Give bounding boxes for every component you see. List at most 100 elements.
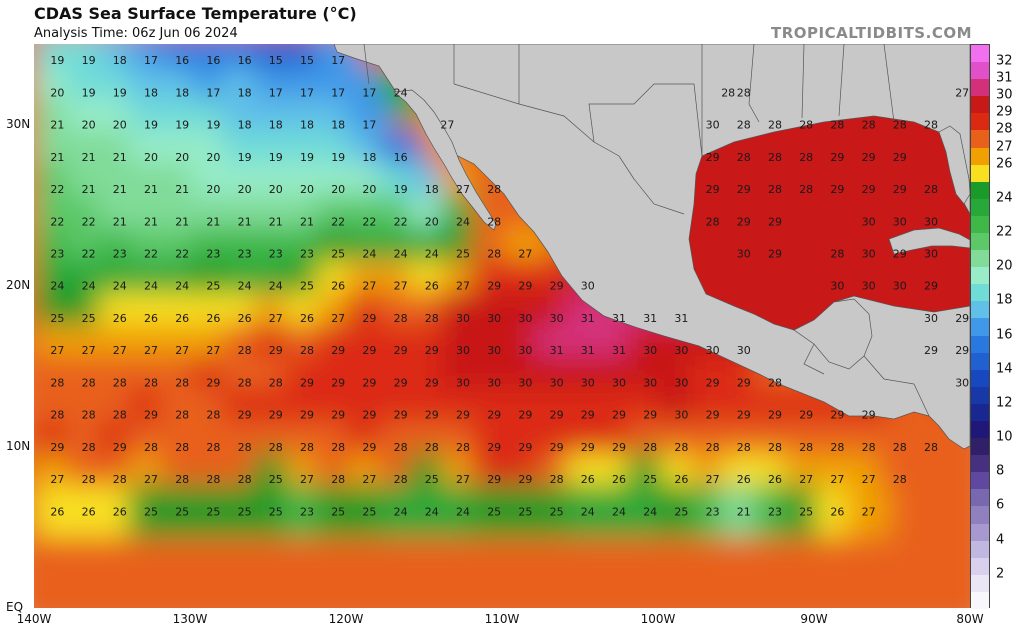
sst-value-label: 24 — [581, 505, 595, 518]
sst-value-label: 29 — [425, 409, 439, 422]
sst-value-label: 25 — [550, 505, 564, 518]
sst-value-label: 30 — [487, 376, 501, 389]
longitude-label: 130W — [172, 612, 208, 626]
colorbar-label: 8 — [996, 463, 1005, 479]
sst-value-label: 18 — [425, 183, 439, 196]
sst-value-label: 18 — [238, 86, 252, 99]
sst-value-label: 27 — [144, 344, 158, 357]
sst-value-label: 21 — [175, 215, 189, 228]
gulf-of-mexico — [688, 115, 970, 340]
sst-value-label: 29 — [706, 151, 720, 164]
sst-value-label: 30 — [456, 312, 470, 325]
sst-value-label: 29 — [518, 280, 532, 293]
sst-value-label: 29 — [238, 409, 252, 422]
sst-value-label: 19 — [50, 54, 64, 67]
sst-value-label: 24 — [269, 280, 283, 293]
sst-value-label: 26 — [82, 505, 96, 518]
sst-value-label: 29 — [456, 409, 470, 422]
sst-value-label: 29 — [487, 473, 501, 486]
sst-value-label: 26 — [768, 473, 782, 486]
sst-value-label: 19 — [238, 151, 252, 164]
longitude-label: 90W — [800, 612, 828, 626]
sst-value-label: 28 — [206, 441, 220, 454]
sst-value-label: 19 — [175, 119, 189, 132]
sst-value-label: 26 — [175, 312, 189, 325]
sst-value-label: 29 — [830, 183, 844, 196]
colorbar-segment — [971, 403, 989, 422]
sst-value-label: 29 — [300, 409, 314, 422]
sst-value-label: 29 — [955, 344, 969, 357]
sst-value-label: 20 — [300, 183, 314, 196]
sst-value-label: 25 — [300, 280, 314, 293]
sst-value-label: 21 — [206, 215, 220, 228]
sst-value-label: 31 — [674, 312, 688, 325]
sst-value-label: 29 — [737, 409, 751, 422]
sst-value-label: 29 — [737, 376, 751, 389]
sst-value-label: 28 — [50, 409, 64, 422]
sst-value-label: 26 — [612, 473, 626, 486]
sst-value-label: 21 — [50, 151, 64, 164]
sst-cell — [846, 485, 891, 538]
sst-value-label: 29 — [331, 376, 345, 389]
colorbar-label: 4 — [996, 532, 1005, 548]
colorbar-label: 24 — [996, 190, 1013, 206]
sst-value-label: 28 — [50, 376, 64, 389]
sst-value-label: 24 — [394, 505, 408, 518]
sst-value-label: 27 — [206, 344, 220, 357]
sst-value-label: 25 — [425, 473, 439, 486]
sst-value-label: 28 — [144, 441, 158, 454]
sst-value-label: 23 — [50, 247, 64, 260]
sst-value-label: 28 — [706, 215, 720, 228]
sst-value-label: 26 — [830, 505, 844, 518]
sst-value-label: 28 — [394, 473, 408, 486]
sst-value-label: 29 — [550, 441, 564, 454]
sst-value-label: 28 — [394, 441, 408, 454]
sst-value-label: 25 — [206, 505, 220, 518]
sst-value-label: 28 — [425, 441, 439, 454]
sst-value-label: 29 — [799, 409, 813, 422]
sst-value-label: 22 — [50, 215, 64, 228]
sst-value-label: 17 — [144, 54, 158, 67]
colorbar-label: 27 — [996, 139, 1013, 155]
sst-value-label: 27 — [799, 473, 813, 486]
sst-value-label: 28 — [206, 473, 220, 486]
sst-value-label: 25 — [331, 247, 345, 260]
sst-value-label: 25 — [674, 505, 688, 518]
colorbar-segment — [971, 164, 989, 183]
sst-value-label: 28 — [737, 441, 751, 454]
sst-value-label: 28 — [175, 441, 189, 454]
sst-value-label: 19 — [144, 119, 158, 132]
sst-value-label: 19 — [206, 119, 220, 132]
sst-value-label: 19 — [269, 151, 283, 164]
sst-value-label: 25 — [362, 505, 376, 518]
sst-value-label: 29 — [737, 215, 751, 228]
sst-value-label: 30 — [893, 280, 907, 293]
sst-value-label: 16 — [394, 151, 408, 164]
sst-value-label: 24 — [50, 280, 64, 293]
sst-value-label: 28 — [82, 376, 96, 389]
colorbar-segment — [971, 233, 989, 251]
colorbar-segment — [971, 506, 989, 525]
sst-value-label: 20 — [331, 183, 345, 196]
sst-value-label: 29 — [830, 409, 844, 422]
sst-value-label: 28 — [425, 312, 439, 325]
sst-value-label: 30 — [706, 344, 720, 357]
sst-value-label: 30 — [830, 280, 844, 293]
sst-value-label: 28 — [331, 473, 345, 486]
colorbar-segment — [971, 267, 989, 285]
sst-value-label: 28 — [269, 376, 283, 389]
colorbar-segment — [971, 352, 989, 371]
sst-value-label: 29 — [362, 376, 376, 389]
sst-value-label: 28 — [768, 183, 782, 196]
sst-value-label: 30 — [862, 215, 876, 228]
sst-value-label: 28 — [238, 441, 252, 454]
colorbar-label: 29 — [996, 104, 1013, 120]
sst-value-label: 27 — [830, 473, 844, 486]
colorbar-label: 31 — [996, 70, 1013, 86]
sst-value-label: 23 — [300, 247, 314, 260]
sst-value-label: 27 — [300, 473, 314, 486]
sst-map-canvas: 19 19 18 17 16 16 16 15 15 17 20 19 19 18 18 17 18 17 17 17… — [34, 44, 970, 608]
sst-value-label: 26 — [144, 312, 158, 325]
colorbar-label: 30 — [996, 87, 1013, 103]
colorbar-segment — [971, 318, 989, 337]
